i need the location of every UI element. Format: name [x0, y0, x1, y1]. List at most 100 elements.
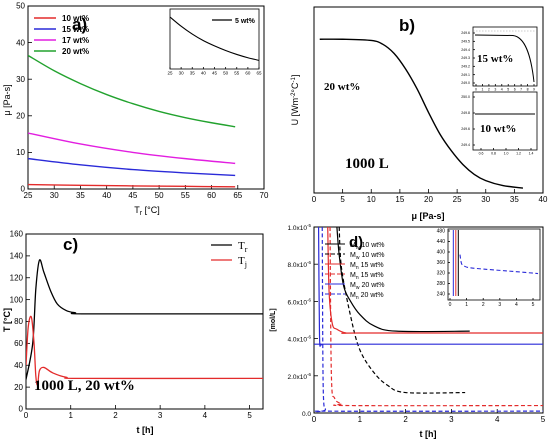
legend-label-15wt: 15 wt%: [62, 25, 89, 34]
panel-b-xtick-label: 40: [539, 195, 548, 204]
panel-a-xtick-label: 50: [155, 191, 164, 200]
panel-b-inset-top-curve: [474, 34, 535, 83]
panel-d-inset-ytick-label: 360: [437, 260, 446, 266]
panel-a-xtick-label: 45: [128, 191, 137, 200]
panel-b-plot: 0 5 10 15 20 25 30 35 40: [312, 38, 548, 204]
panel-b-xtick-label: 35: [510, 195, 519, 204]
panel-d-inset-xtick-label: 4: [515, 302, 518, 308]
panel-d-inset-frame: [447, 228, 541, 301]
panel-c-ytick-label: 160: [10, 230, 24, 239]
panel-a-inset-xtick-label: 30: [179, 71, 185, 76]
panel-d-ytick-exponent: -6: [307, 335, 311, 340]
legend-label-10wt: 10 wt%: [62, 14, 89, 23]
panel-a-xtick-label: 65: [233, 191, 242, 200]
panel-d-ytick-label: 2.0x10-6: [287, 372, 311, 381]
panel-a-legend: 10 wt% 15 wt% 17 wt% 20 wt%: [34, 14, 89, 56]
panel-b-inset-top-ytick-label: 249.0: [461, 81, 470, 85]
inset-legend-5wt: 5 wt%: [235, 18, 256, 25]
panel-b-inset-bottom-frame: [472, 91, 538, 151]
panel-d-xtick-label: 4: [495, 415, 500, 424]
panel-c: 0 1 2 3 4 5 0 20 40 60 80 100 120 140 160 c) T [°C] t …: [2, 230, 264, 435]
panel-d-inset-ytick-label: 280: [437, 281, 446, 287]
panel-a-series-2: [28, 132, 236, 165]
panel-a-xtick-label: 70: [260, 191, 269, 200]
panel-b-inset-bottom-xtick-label: 0.8: [491, 152, 496, 156]
panel-d-ytick-label: 0.0: [302, 411, 311, 418]
panel-c-xtick-label: 3: [158, 411, 163, 420]
panel-a-inset-xtick-label: 55: [234, 71, 240, 76]
panel-c-annotation: 1000 L, 20 wt%: [34, 378, 135, 394]
panel-b-inset-top-ytick-label: 249.3: [461, 56, 470, 60]
panel-c-ylabel: T [°C]: [2, 308, 12, 332]
legend-label-mn-20: Mn 20 wt%: [350, 292, 384, 301]
panel-d-series-3: [329, 227, 543, 407]
panel-b-inset-bottom-plot: 250.0 249.8 249.6 249.4 0.6 0.8 1.0 1.2 1.4: [461, 95, 535, 156]
panel-b-inset-bottom-xtick-label: 1.0: [504, 152, 509, 156]
panel-d-xlabel: t [h]: [420, 429, 437, 439]
panel-a-ytick-label: 50: [16, 2, 25, 11]
panel-d: 0 1 2 3 4 50.02.0x10-64.0x10-66.0x10-68.0x10-…: [270, 223, 546, 439]
panel-b-inset-top-xtick-label: 4: [501, 88, 503, 92]
panel-c-label: c): [63, 235, 78, 254]
panel-b-inset-top-xtick-label: 5: [507, 88, 509, 92]
panel-b-inset-bottom: 250.0 249.8 249.6 249.4 0.6 0.8 1.0 1.2 1.4 10 w…: [461, 91, 538, 156]
panel-b-inset-top-ytick-label: 249.6: [461, 31, 470, 35]
panel-b-xtick-label: 20: [424, 195, 433, 204]
panel-d-ytick-label: 1.0x10-5: [287, 223, 311, 232]
panel-d-xtick-label: 0: [312, 415, 317, 424]
panel-b-inset-top-ytick-label: 249.1: [461, 73, 470, 77]
panel-d-ytick-base: 1.0x10: [287, 225, 307, 232]
panel-a-inset-xtick-label: 40: [201, 71, 207, 76]
panel-d-inset-xtick-label: 3: [498, 302, 501, 308]
legend-label-mw-10: Mw 10 wt%: [350, 242, 384, 251]
panel-a-xtick-label: 25: [24, 191, 33, 200]
panel-b-series-0: [319, 38, 524, 189]
panel-d-ytick-base: 0.0: [302, 411, 311, 418]
legend-label-17wt: 17 wt%: [62, 36, 89, 45]
panel-c-xtick-label: 2: [113, 411, 118, 420]
panel-c-xtick-label: 1: [68, 411, 73, 420]
panel-d-series-2: [327, 227, 543, 334]
panel-b-inset-top-xtick-label: 2: [488, 88, 490, 92]
panel-a-inset-series-0: [169, 16, 260, 61]
panel-d-ytick-base: 4.0x10: [287, 337, 307, 344]
panel-b-inset-top-frame: [472, 26, 538, 87]
panel-a-ytick-label: 40: [16, 38, 25, 47]
panel-d-ytick-label: 4.0x10-6: [287, 335, 311, 344]
panel-d-ytick-base: 6.0x10: [287, 299, 307, 306]
panel-a-ytick-label: 0: [21, 185, 26, 194]
panel-b-inset-top-xtick-label: 1: [481, 88, 483, 92]
panel-d-ylabel: [mol/L]: [270, 308, 277, 331]
panel-b-curve-label: 20 wt%: [324, 81, 360, 93]
panel-b: 0 5 10 15 20 25 30 35 40 b) U [Wm-2°C-1] μ [Pa-s…: [290, 6, 548, 221]
panel-a-inset-xtick-label: 60: [245, 71, 251, 76]
legend-label-20wt: 20 wt%: [62, 47, 89, 56]
panel-b-inset-top-xtick-label: 3: [494, 88, 496, 92]
panel-d-inset: 0 1 2 3 4 5 480 440 400 360 320 280 240: [437, 228, 541, 308]
panel-d-ytick-exponent: -6: [307, 260, 311, 265]
panel-b-inset-top-ytick-label: 249.4: [461, 48, 470, 52]
panel-a-xlabel: Tr [°C]: [134, 205, 159, 217]
panel-d-xtick-label: 1: [358, 415, 363, 424]
panel-b-inset-bottom-ytick-label: 249.6: [461, 127, 470, 131]
panel-a-ylabel: μ [Pa-s]: [2, 84, 12, 115]
panel-a-inset-xtick-label: 50: [223, 71, 229, 76]
panel-b-inset-top-ytick-label: 249.5: [461, 40, 470, 44]
panel-d-inset-xtick-label: 1: [465, 302, 468, 308]
panel-a-series-1: [28, 157, 236, 177]
panel-b-xlabel: μ [Pa-s]: [411, 211, 444, 221]
panel-b-xtick-label: 10: [367, 195, 376, 204]
panel-d-series-1: [338, 227, 466, 394]
panel-d-series-0: [336, 227, 470, 333]
panel-a-series-3: [28, 54, 236, 128]
panel-b-ylabel: U [Wm-2°C-1]: [290, 75, 300, 126]
panel-d-ytick-exponent: -6: [307, 372, 311, 377]
panel-c-xtick-label: 4: [203, 411, 208, 420]
panel-a-series-0: [28, 183, 236, 188]
legend-label-tr: Tr: [238, 240, 248, 254]
panel-d-inset-series-0: [459, 254, 539, 275]
panel-c-legend: Tr Tj: [211, 240, 248, 269]
panel-c-plot: 0 1 2 3 4 5 0 20 40 60 80 100 120 140 160: [10, 230, 263, 420]
panel-d-inset-ytick-label: 440: [437, 239, 446, 245]
